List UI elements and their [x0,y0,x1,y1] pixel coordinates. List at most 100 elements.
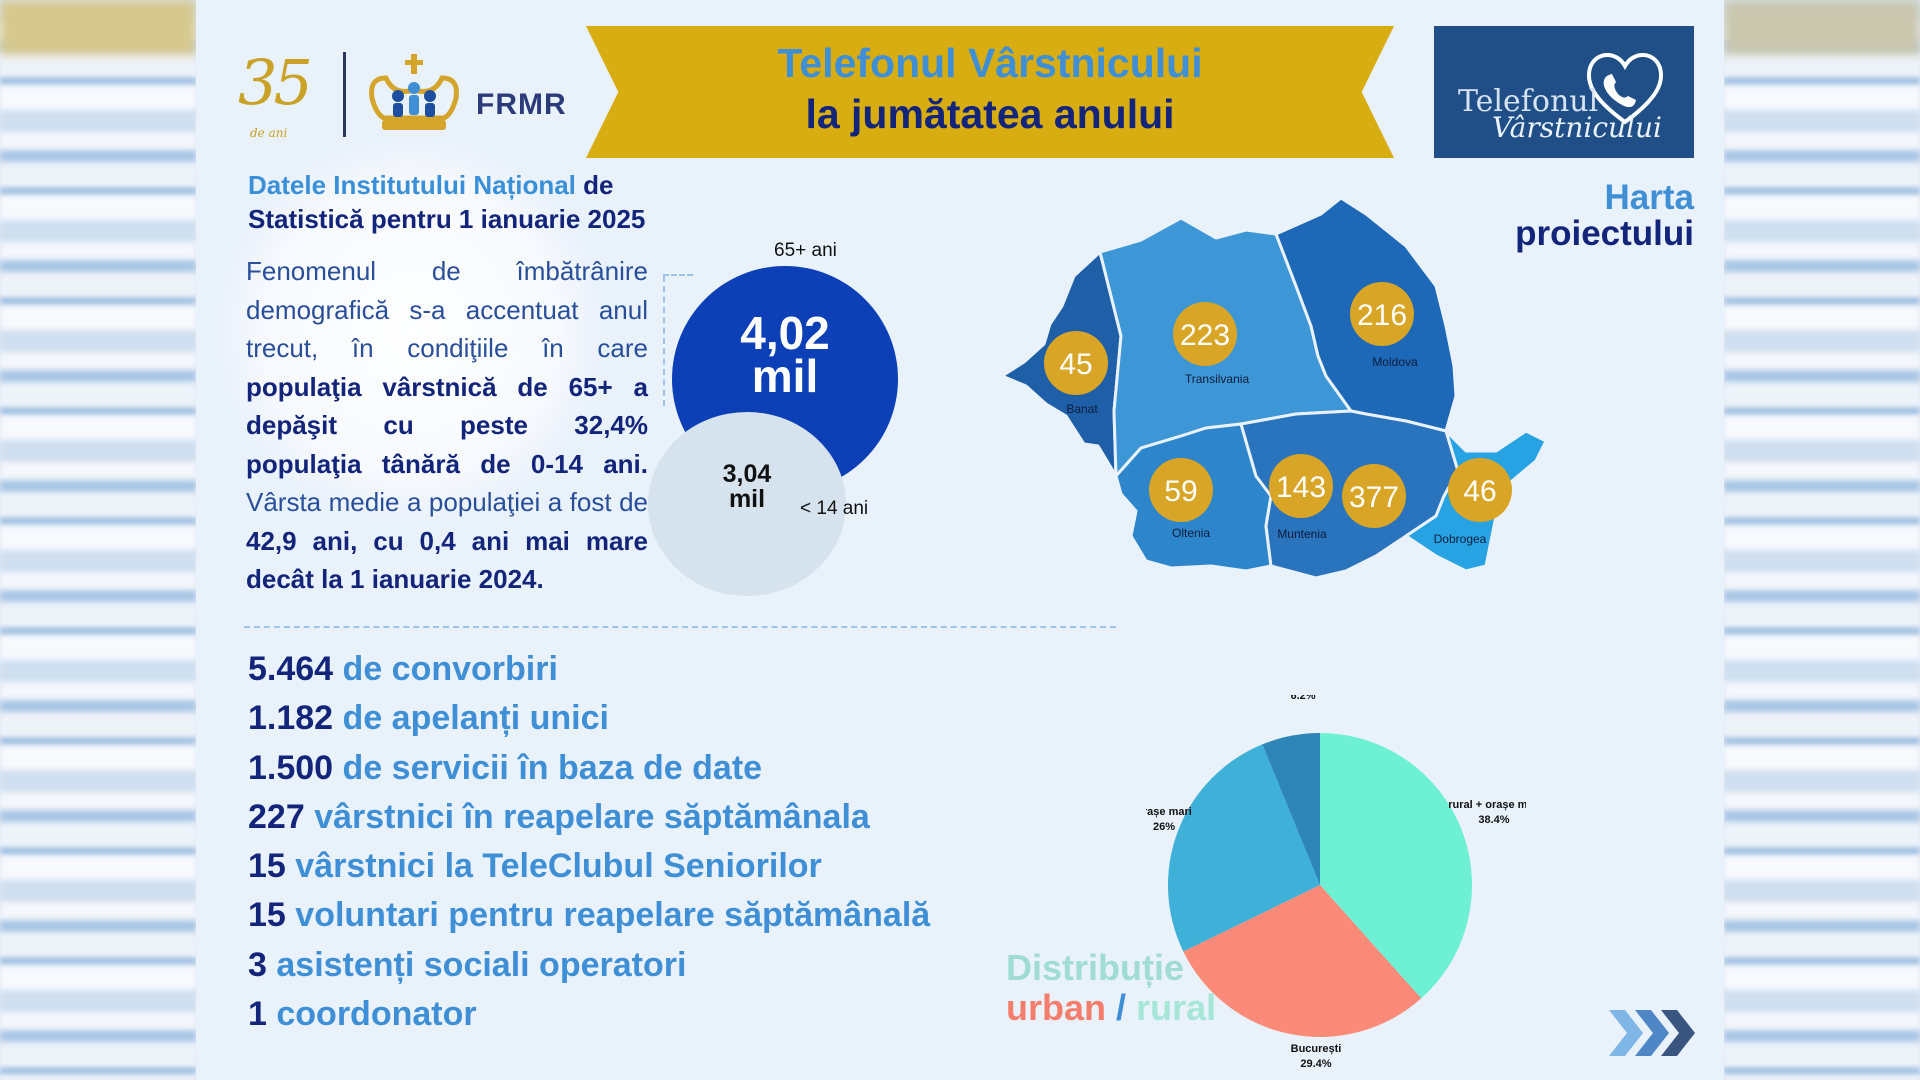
region-value: 59 [1164,475,1197,508]
stat-number: 1.182 [248,699,334,738]
young-value: 3,04 [722,460,772,488]
distribution-rural: rural [1136,987,1217,1028]
stat-text: vârstnici la TeleClubul Seniorilor [295,847,822,886]
pie-slice [1320,733,1472,999]
young-population-circle: 3,04 mil [648,412,846,596]
senior-value: 4,02 [740,307,830,359]
romania-map: 45 Banat 223 Transilvania 216 Moldova 59 Olteni… [1000,196,1548,580]
young-age-label: < 14 ani [800,498,869,519]
pie-slice-label: București [1291,1043,1342,1055]
intro-text-2: Vârsta medie a populaţiei a fost de [246,487,648,517]
org-name: FRMR [476,88,567,121]
anniversary-number: 35 [238,46,313,119]
stat-number: 1.500 [248,748,334,787]
region-badge [1448,458,1512,522]
pie-slice-value: 6.2% [1290,695,1315,702]
stat-text: asistenți sociali operatori [276,945,687,984]
stat-number: 5.464 [248,650,334,688]
region-badge [1149,458,1213,522]
region-badge [1044,331,1108,395]
stat-item: 3 asistenți sociali operatori [248,941,930,990]
ins-title-highlight: Datele Institutului Național [248,170,576,200]
intro-bold-1: populaţia vârstnică de 65+ a depăşit cu … [246,371,648,479]
left-blur-strip [0,0,196,1080]
stat-text: vârstnici în reapelare săptămânala [314,797,870,836]
stat-number: 15 [248,896,286,935]
stat-number: 227 [248,797,305,836]
brand-text-1: Telefonul [1458,84,1599,119]
logo-divider [343,52,346,137]
stat-item: 5.464 de convorbiri [248,645,930,694]
region-badge [1342,464,1406,528]
stats-list: 5.464 de convorbiri 1.182 de apelanți un… [248,645,930,1039]
next-chevrons-icon[interactable] [1609,1010,1695,1056]
map-title: Harta proiectului [1515,180,1694,252]
heart-phone-icon [1587,53,1663,125]
pie-slice-value: 26% [1153,821,1175,833]
distribution-urban: urban [1006,987,1107,1028]
right-blur-strip [1724,0,1920,1080]
stat-item: 1 coordonator [248,990,930,1039]
anniversary-logo: 35 de ani [238,48,328,143]
infographic-page: 35 de ani FRMR Telefonul Vârstnicului la… [196,0,1724,1080]
pie-slice [1168,744,1320,952]
ins-title-rest: de [583,170,614,200]
map-title-line2: proiectului [1515,214,1694,253]
young-unit: mil [728,485,766,513]
urban-rural-pie-chart: rural + orașe mici 38.4% București 29.4% ora… [1146,695,1526,1070]
region-value: 223 [1180,319,1230,352]
region-value: 45 [1059,348,1092,381]
senior-unit: mil [751,350,819,402]
pie-slice-value: 38.4% [1478,814,1509,826]
distribution-title: Distribuție urban / rural [1006,948,1216,1028]
region-badge [1350,282,1414,346]
stat-item: 1.182 de apelanți unici [248,694,930,743]
distribution-separator: / [1116,987,1127,1028]
region-label: Moldova [1372,355,1418,369]
region-value: 216 [1357,299,1407,332]
ins-title: Datele Institutului Național de Statisti… [248,168,645,236]
region-value: 143 [1276,471,1326,504]
stat-number: 1 [248,995,267,1034]
dashed-divider-short [663,274,693,276]
pie-slice-label: orașe mari [1146,806,1192,818]
anniversary-suffix: de ani [250,126,288,140]
region-value: 46 [1463,475,1496,508]
crown-family-icon [369,54,459,130]
dashed-divider-horizontal [244,626,1116,628]
brand-logo: Telefonul Vârstnicului [1434,26,1694,158]
banner-subtitle: la jumătatea anului [805,91,1175,137]
stat-item: 1.500 de servicii în baza de date [248,744,930,793]
region-value: 377 [1349,481,1399,514]
region-label: Transilvania [1185,372,1250,386]
banner-title: Telefonul Vârstnicului [777,40,1203,86]
title-banner: Telefonul Vârstnicului la jumătatea anul… [586,26,1394,158]
region-badge [1269,454,1333,518]
distribution-title-line1: Distribuție [1006,947,1185,988]
stat-number: 3 [248,945,267,984]
stat-item: 15 vârstnici la TeleClubul Seniorilor [248,842,930,891]
stat-item: 15 voluntari pentru reapelare săptămânal… [248,891,930,940]
region-label: Banat [1066,402,1098,416]
pie-slice-value: 29.4% [1300,1058,1331,1070]
region-badge [1173,302,1237,366]
ins-title-line2: Statistică pentru 1 ianuarie 2025 [248,204,646,234]
stat-text: de convorbiri [342,650,558,688]
stat-text: voluntari pentru reapelare săptămânală [295,896,931,935]
region-label: Dobrogea [1434,532,1487,546]
pie-slice [1262,733,1320,885]
region-label: Oltenia [1172,526,1210,540]
intro-bold-2: 42,9 ani, cu 0,4 ani mai mare decât la 1… [246,525,648,595]
brand-text-2: Vârstnicului [1492,111,1662,144]
senior-age-label: 65+ ani [774,240,837,261]
stat-number: 15 [248,847,286,886]
pie-slice-label: rural + orașe mici [1448,799,1526,811]
background-glow [216,140,606,520]
pie-slice [1183,885,1422,1037]
stat-text: de servicii în baza de date [342,748,763,787]
stat-text: de apelanți unici [342,699,609,738]
map-title-line1: Harta [1604,178,1694,217]
intro-paragraph: Fenomenul de îmbătrânire demografică s-a… [246,252,648,599]
dashed-divider-vertical [663,276,665,406]
stat-item: 227 vârstnici în reapelare săptămânala [248,793,930,842]
